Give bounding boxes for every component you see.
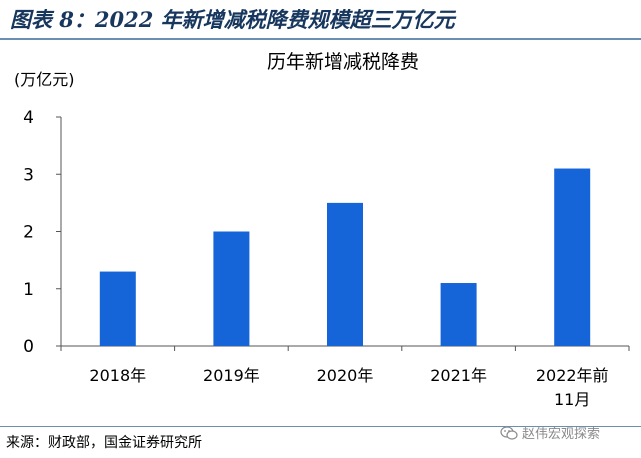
bar-1 (99, 271, 136, 346)
y-tick-label: 3 (23, 165, 34, 185)
source-note: 来源：财政部，国金证券研究所 (6, 435, 202, 451)
bar-3 (327, 202, 363, 346)
y-tick-label: 4 (23, 108, 34, 128)
x-tick-label: 2019年 (203, 366, 260, 385)
watermark: 赵伟宏观探索 (500, 423, 600, 442)
bar-2 (213, 231, 250, 346)
chart-title: 历年新增减税降费 (267, 51, 420, 73)
bar-5 (554, 168, 591, 346)
y-axis-unit-label: (万亿元) (14, 70, 75, 89)
watermark-text: 赵伟宏观探索 (522, 427, 601, 442)
y-tick-label: 0 (23, 337, 34, 357)
x-tick-label: 2021年 (430, 366, 487, 385)
x-tick-label: 2022年前 (536, 366, 609, 385)
wechat-icon (500, 425, 518, 440)
figure-title: 图表 8：2022 年新增减税降费规模超三万亿元 (10, 7, 455, 32)
x-tick-label-line2: 11月 (554, 390, 590, 409)
figure-header: 图表 8：2022 年新增减税降费规模超三万亿元 (0, 0, 641, 40)
y-tick-label: 2 (23, 223, 34, 243)
x-tick-label: 2018年 (89, 366, 146, 385)
bar-chart: 0 1 2 3 4 2018年 2019年 2020年 2021年 2022年前 11月 (23, 108, 630, 409)
x-tick-label: 2020年 (317, 366, 374, 385)
bar-4 (440, 283, 477, 346)
footer-divider (0, 426, 641, 427)
y-tick-label: 1 (23, 280, 34, 300)
